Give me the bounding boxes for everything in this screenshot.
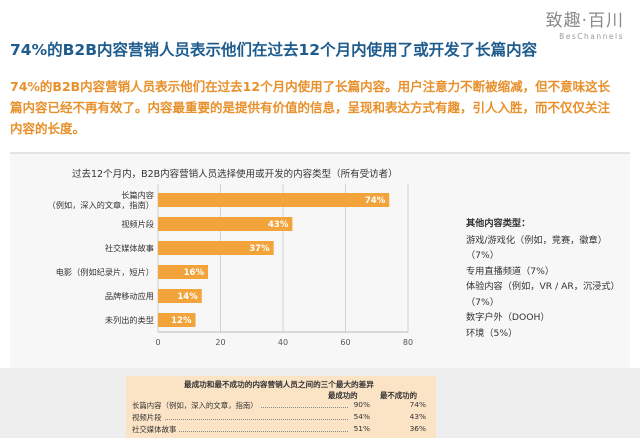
category-label: 品牌移动应用 bbox=[105, 291, 154, 301]
side-note-item: 游戏/游戏化（例如，竞赛，徽章）（7%） bbox=[466, 234, 607, 262]
least-successful-value: 43% bbox=[409, 412, 426, 421]
bar bbox=[158, 193, 390, 207]
least-successful-value: 36% bbox=[409, 424, 426, 433]
bar-value-label: 74% bbox=[365, 196, 386, 206]
brand-logo: 致趣·百川 BesChannels bbox=[546, 6, 624, 41]
table-row: 视频片段 54% 43% bbox=[132, 412, 428, 424]
table-row: 长篇内容（例如，深入的文章，指南） 90% 74% bbox=[132, 400, 428, 412]
logo-chinese-text: 致趣·百川 bbox=[545, 11, 624, 31]
bar bbox=[158, 217, 293, 231]
intro-paragraph: 74%的B2B内容营销人员表示他们在过去12个月内使用了长篇内容。用户注意力不断… bbox=[10, 79, 611, 136]
other-content-types-note: 其他内容类型： 游戏/游戏化（例如，竞赛，徽章）（7%） 专用直播频道（7%） … bbox=[466, 216, 626, 341]
chart-panel: 过去12个月内，B2B内容营销人员选择使用或开发的内容类型（所有受访者） 0 20… bbox=[10, 152, 630, 370]
category-label: 社交媒体故事 bbox=[105, 243, 154, 253]
category-label: 电影（例如纪录片，短片） bbox=[56, 267, 154, 277]
side-note-heading: 其他内容类型： bbox=[466, 218, 531, 229]
table-row: 社交媒体故事 51% 36% bbox=[132, 424, 428, 436]
bar-value-label: 12% bbox=[171, 316, 192, 326]
page-headline: 74%的B2B内容营销人员表示他们在过去12个月内使用了或开发了长篇内容 bbox=[10, 41, 538, 59]
logo-english-text: BesChannels bbox=[559, 32, 624, 41]
bar-value-label: 16% bbox=[184, 268, 205, 278]
x-tick-label: 60 bbox=[340, 338, 350, 347]
bar-value-label: 14% bbox=[177, 292, 198, 302]
bar-chart: 0 20 40 60 80 74% 长篇内容（例如，深入的文章，指南） 43% 视频片段 37% 社… bbox=[48, 184, 413, 347]
column-header-most-successful: 最成功的 bbox=[328, 391, 358, 400]
row-label: 视频片段 bbox=[132, 412, 164, 423]
side-note-item: 专用直播频道（7%） bbox=[466, 265, 555, 277]
x-tick-label: 40 bbox=[278, 338, 288, 347]
side-note-item: 体验内容（例如，VR / AR，沉浸式）（7%） bbox=[466, 281, 620, 308]
bar-value-label: 37% bbox=[249, 244, 270, 254]
row-label: 社交媒体故事 bbox=[132, 424, 179, 435]
bar bbox=[158, 265, 208, 279]
most-successful-value: 51% bbox=[353, 424, 370, 433]
dotted-leader bbox=[132, 419, 348, 420]
x-tick-label: 0 bbox=[155, 338, 160, 347]
x-tick-label: 20 bbox=[215, 338, 225, 347]
x-tick-label: 80 bbox=[403, 338, 413, 347]
bar bbox=[158, 241, 274, 255]
category-label: 长篇内容 bbox=[121, 190, 154, 200]
bar-value-label: 43% bbox=[268, 220, 289, 230]
side-note-item: 数字户外（DOOH） bbox=[466, 312, 550, 323]
dotted-leader bbox=[132, 431, 348, 432]
most-successful-value: 90% bbox=[353, 400, 370, 409]
most-successful-value: 54% bbox=[353, 412, 370, 421]
chart-title: 过去12个月内，B2B内容营销人员选择使用或开发的内容类型（所有受访者） bbox=[72, 169, 398, 180]
row-label: 长篇内容（例如，深入的文章，指南） bbox=[132, 400, 260, 411]
least-successful-value: 74% bbox=[409, 400, 426, 409]
column-header-least-successful: 最不成功的 bbox=[380, 391, 417, 400]
category-label: 视频片段 bbox=[121, 219, 154, 229]
category-label: （例如，深入的文章，指南） bbox=[48, 200, 154, 210]
category-label: 未列出的类型 bbox=[105, 315, 154, 325]
differences-table: 最成功和最不成功的内容营销人员之间的三个最大的差异 最成功的 最不成功的 长篇内… bbox=[126, 376, 436, 438]
bar bbox=[158, 289, 202, 303]
side-note-item: 环境（5%） bbox=[466, 327, 518, 339]
bar bbox=[158, 313, 196, 327]
differences-table-title: 最成功和最不成功的内容营销人员之间的三个最大的差异 bbox=[184, 380, 374, 389]
